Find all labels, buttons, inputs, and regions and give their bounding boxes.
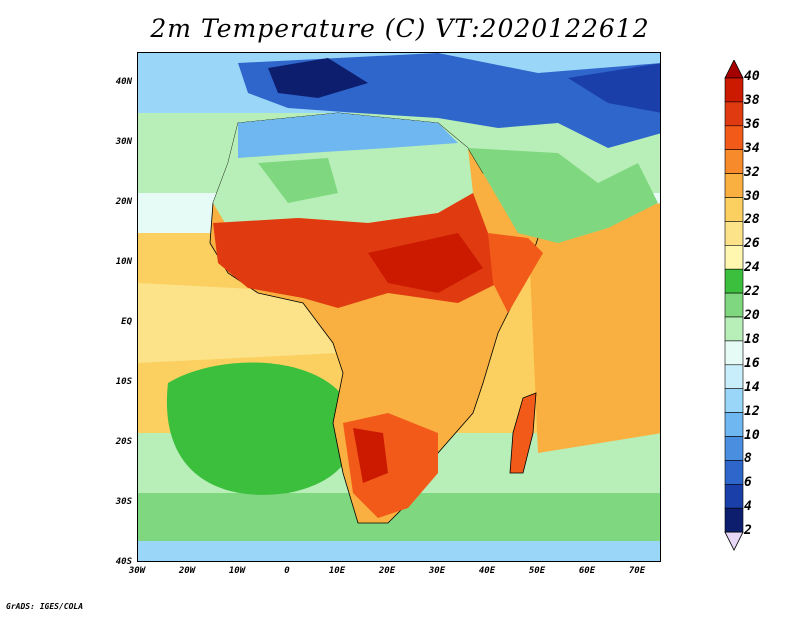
colorbar-level-label: 8 bbox=[744, 451, 752, 467]
colorbar-top-arrow bbox=[724, 60, 744, 79]
lat-label-10n: 10N bbox=[115, 257, 132, 267]
madagascar bbox=[509, 392, 537, 474]
indian-ocean-warm bbox=[528, 203, 660, 453]
colorbar-box bbox=[724, 364, 744, 389]
lat-label-30n: 30N bbox=[115, 137, 132, 147]
lon-label-10e: 10E bbox=[328, 566, 346, 576]
colorbar-bottom-arrow bbox=[724, 531, 744, 551]
colorbar-level-label: 16 bbox=[744, 355, 760, 371]
lon-label-40e: 40E bbox=[478, 566, 496, 576]
colorbar-level-label: 2 bbox=[744, 523, 752, 539]
colorbar-level-label: 20 bbox=[744, 308, 760, 323]
colorbar-level-label: 4 bbox=[744, 499, 752, 515]
north-africa-cold bbox=[238, 113, 458, 158]
lat-label-40n: 40N bbox=[115, 77, 132, 87]
lon-label-20e: 20E bbox=[378, 566, 396, 576]
map-frame bbox=[137, 52, 661, 562]
lat-label-10s: 10S bbox=[115, 377, 132, 387]
colorbar-level-label: 18 bbox=[744, 331, 760, 347]
colorbar-level-label: 32 bbox=[744, 164, 760, 180]
iberia-cold bbox=[268, 58, 368, 98]
lon-label-10w: 10W bbox=[228, 566, 246, 576]
lon-label-30w: 30W bbox=[128, 566, 146, 576]
lat-label-20n: 20N bbox=[115, 197, 132, 207]
colorbar-box bbox=[724, 436, 744, 461]
colorbar-level-label: 12 bbox=[744, 403, 760, 419]
colorbar-box bbox=[724, 388, 744, 413]
lat-label-30s: 30S bbox=[115, 497, 132, 507]
colorbar-level-label: 10 bbox=[744, 427, 760, 443]
colorbar-level-label: 30 bbox=[744, 188, 760, 204]
colorbar-box bbox=[724, 316, 744, 342]
southern-ocean-cold bbox=[138, 541, 660, 561]
temperature-map bbox=[138, 53, 660, 561]
colorbar-box bbox=[724, 125, 744, 151]
kalahari-hottest bbox=[353, 428, 388, 483]
turkey-cold bbox=[568, 63, 660, 113]
colorbar-box bbox=[724, 245, 744, 270]
lon-label-60e: 60E bbox=[578, 566, 596, 576]
colorbar-level-label: 36 bbox=[744, 116, 760, 132]
colorbar-level-label: 14 bbox=[744, 379, 760, 395]
tropical-atlantic bbox=[138, 283, 338, 363]
lon-label-20w: 20W bbox=[178, 566, 196, 576]
central-africa-hottest bbox=[368, 233, 483, 293]
lat-label-20s: 20S bbox=[115, 437, 132, 447]
colorbar bbox=[724, 60, 744, 551]
colorbar-box bbox=[724, 101, 744, 127]
horn-of-africa bbox=[488, 233, 543, 313]
lat-label-eq: EQ bbox=[121, 317, 132, 327]
atlas-green bbox=[258, 158, 338, 203]
lon-label-70e: 70E bbox=[628, 566, 646, 576]
south-atlantic-cool-pool bbox=[166, 362, 355, 495]
colorbar-level-label: 28 bbox=[744, 212, 760, 228]
colorbar-box bbox=[724, 173, 744, 198]
colorbar-level-label: 38 bbox=[744, 92, 760, 108]
colorbar-box bbox=[724, 149, 744, 174]
lon-label-50e: 50E bbox=[528, 566, 546, 576]
colorbar-level-label: 22 bbox=[744, 284, 760, 300]
colorbar-box bbox=[724, 412, 744, 437]
colorbar-box bbox=[724, 197, 744, 222]
colorbar-box bbox=[724, 340, 744, 366]
colorbar-box bbox=[724, 221, 744, 246]
lon-label-30e: 30E bbox=[428, 566, 446, 576]
lon-label-0: 0 bbox=[284, 566, 290, 576]
colorbar-level-label: 24 bbox=[744, 260, 760, 276]
colorbar-level-label: 34 bbox=[744, 140, 760, 156]
colorbar-box bbox=[724, 77, 744, 103]
colorbar-box bbox=[724, 292, 744, 318]
map-title: 2m Temperature (C) VT:2020122612 bbox=[150, 14, 650, 43]
colorbar-box bbox=[724, 483, 744, 509]
colorbar-box bbox=[724, 460, 744, 485]
grads-credit: GrADS: IGES/COLA bbox=[6, 602, 84, 611]
colorbar-level-label: 40 bbox=[744, 69, 760, 84]
colorbar-level-label: 6 bbox=[744, 475, 752, 491]
colorbar-box bbox=[724, 507, 744, 533]
colorbar-box bbox=[724, 268, 744, 294]
lat-label-40s: 40S bbox=[115, 557, 132, 567]
arabia-land bbox=[468, 148, 658, 243]
colorbar-level-label: 26 bbox=[744, 236, 760, 252]
